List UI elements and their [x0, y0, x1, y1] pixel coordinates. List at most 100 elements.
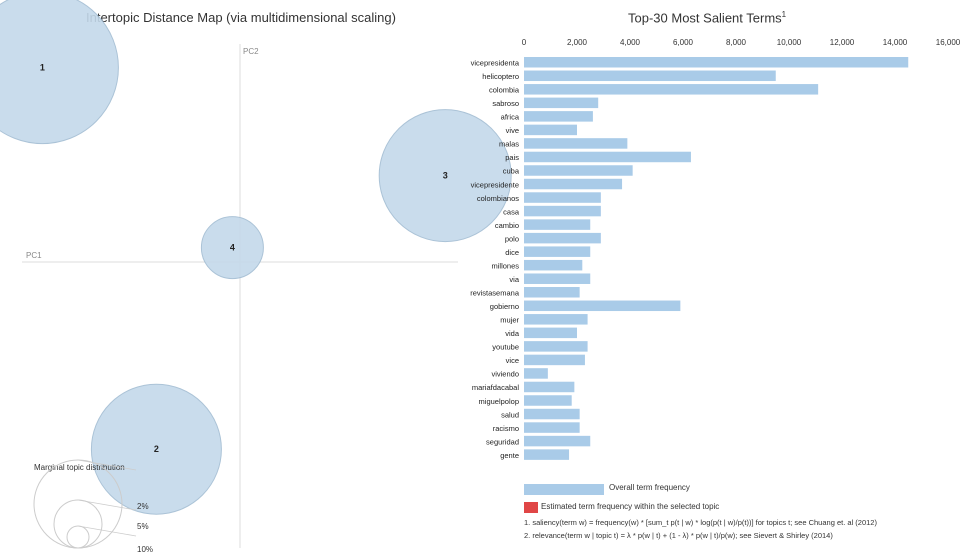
term-label-dice: dice: [505, 248, 519, 257]
marginal-legend-label-1: 2%: [137, 502, 149, 511]
term-label-seguridad: seguridad: [486, 437, 519, 446]
term-bar-youtube: [524, 341, 588, 352]
term-label-vive: vive: [506, 126, 519, 135]
pc2-axis-label: PC2: [243, 47, 259, 56]
term-label-malas: malas: [499, 140, 519, 149]
topic-label-1: 1: [40, 63, 45, 73]
term-label-africa: africa: [501, 113, 520, 122]
term-bar-mujer: [524, 314, 588, 325]
term-label-gente: gente: [500, 451, 519, 460]
term-label-viviendo: viviendo: [491, 370, 519, 379]
marginal-legend-circle-3: [33, 459, 123, 549]
term-label-casa: casa: [503, 207, 520, 216]
marginal-legend-circle-1: [66, 525, 90, 549]
term-bar-cambio: [524, 219, 591, 230]
topic-bubble-3: [378, 109, 512, 243]
term-bar-colombianos: [524, 192, 601, 203]
term-label-racismo: racismo: [493, 424, 519, 433]
term-bar-viviendo: [524, 368, 548, 379]
marginal-legend-label-2: 5%: [137, 522, 149, 531]
x-tick-label-2: 4,000: [620, 38, 641, 47]
term-bar-mariafdacabal: [524, 381, 575, 393]
term-label-pais: pais: [505, 153, 519, 162]
term-label-youtube: youtube: [492, 343, 519, 352]
term-label-mujer: mujer: [500, 316, 519, 325]
topic-label-4: 4: [230, 243, 235, 253]
x-tick-label-0: 0: [522, 38, 527, 47]
term-label-vicepresidenta: vicepresidenta: [471, 59, 520, 68]
term-label-vice: vice: [506, 356, 519, 365]
marginal-legend-circle-2: [53, 499, 103, 549]
term-label-polo: polo: [505, 234, 519, 243]
term-bar-polo: [524, 232, 601, 244]
marginal-legend-leader-3: [77, 459, 137, 471]
term-label-miguelpolop: miguelpolop: [479, 397, 519, 406]
term-label-millones: millones: [491, 261, 519, 270]
term-bar-gobierno: [524, 300, 681, 312]
term-bar-malas: [524, 138, 628, 149]
term-bar-gente: [524, 449, 570, 460]
term-label-mariafdacabal: mariafdacabal: [472, 383, 519, 392]
legend-topic-swatch: [524, 502, 538, 513]
topic-label-2: 2: [154, 444, 159, 454]
legend-overall-label: Overall term frequency: [609, 483, 690, 492]
term-bar-vicepresidente: [524, 178, 623, 190]
x-tick-label-1: 2,000: [567, 38, 588, 47]
term-label-gobierno: gobierno: [490, 302, 519, 311]
title-footnote-mark: 1: [781, 10, 787, 19]
salient-terms-bar-chart: 0 2,000 4,000 6,000 8,000 10,000 12,000 14,000 1…: [470, 38, 961, 513]
term-bar-casa: [524, 205, 601, 217]
term-label-cuba: cuba: [503, 167, 520, 176]
term-label-cambio: cambio: [495, 221, 519, 230]
x-tick-label-4: 8,000: [726, 38, 747, 47]
term-label-sabroso: sabroso: [492, 99, 519, 108]
term-bar-vicepresidenta: [524, 57, 909, 68]
term-bar-miguelpolop: [524, 395, 572, 406]
topic-bubble-1: [0, 0, 119, 145]
term-bar-colombia: [524, 84, 819, 95]
footnote-saliency: 1. saliency(term w) = frequency(w) * [su…: [524, 518, 877, 527]
term-label-via: via: [509, 275, 519, 284]
topic-bubble-4: [200, 216, 264, 280]
term-bar-vida: [524, 327, 577, 339]
term-bar-cuba: [524, 165, 633, 176]
term-label-salud: salud: [501, 410, 519, 419]
intertopic-distance-map: PC1 PC2 1 2 3 4 Marginal topic distribution 2% 5…: [0, 0, 512, 554]
term-bar-via: [524, 273, 591, 284]
term-label-vicepresidente: vicepresidente: [471, 180, 519, 189]
term-bar-millones: [524, 259, 583, 271]
x-tick-label-8: 16,000: [936, 38, 961, 47]
term-label-colombianos: colombianos: [477, 194, 519, 203]
marginal-legend-leader-2: [77, 499, 137, 511]
term-label-colombia: colombia: [489, 86, 520, 95]
marginal-legend-title: Marginal topic distribution: [34, 463, 125, 472]
term-bar-vive: [524, 124, 577, 136]
marginal-legend-leader-1: [77, 525, 137, 537]
x-tick-label-6: 12,000: [830, 38, 855, 47]
marginal-legend-label-3: 10%: [137, 545, 153, 554]
salient-terms-title: Top-30 Most Salient Terms1: [628, 10, 786, 25]
term-bar-africa: [524, 111, 593, 122]
topic-bubble-2: [90, 383, 222, 515]
term-bar-sabroso: [524, 97, 599, 109]
legend-topic-label: Estimated term frequency within the sele…: [541, 502, 720, 511]
term-label-revistasemana: revistasemana: [470, 289, 520, 298]
x-tick-label-5: 10,000: [777, 38, 802, 47]
legend-overall-swatch: [524, 484, 604, 495]
term-bar-racismo: [524, 422, 580, 433]
x-tick-label-7: 14,000: [883, 38, 908, 47]
term-bar-revistasemana: [524, 287, 580, 298]
salient-terms-title-text: Top-30 Most Salient Terms: [628, 10, 782, 26]
term-bar-vice: [524, 354, 585, 366]
term-bar-pais: [524, 151, 691, 163]
topic-label-3: 3: [443, 171, 448, 181]
pc1-axis-label: PC1: [26, 251, 42, 260]
term-label-vida: vida: [505, 329, 520, 338]
term-bar-seguridad: [524, 435, 591, 447]
term-label-helicoptero: helicoptero: [482, 72, 519, 81]
footnote-relevance: 2. relevance(term w | topic t) = λ * p(w…: [524, 531, 833, 540]
x-tick-label-3: 6,000: [673, 38, 694, 47]
term-bar-helicoptero: [524, 70, 776, 82]
